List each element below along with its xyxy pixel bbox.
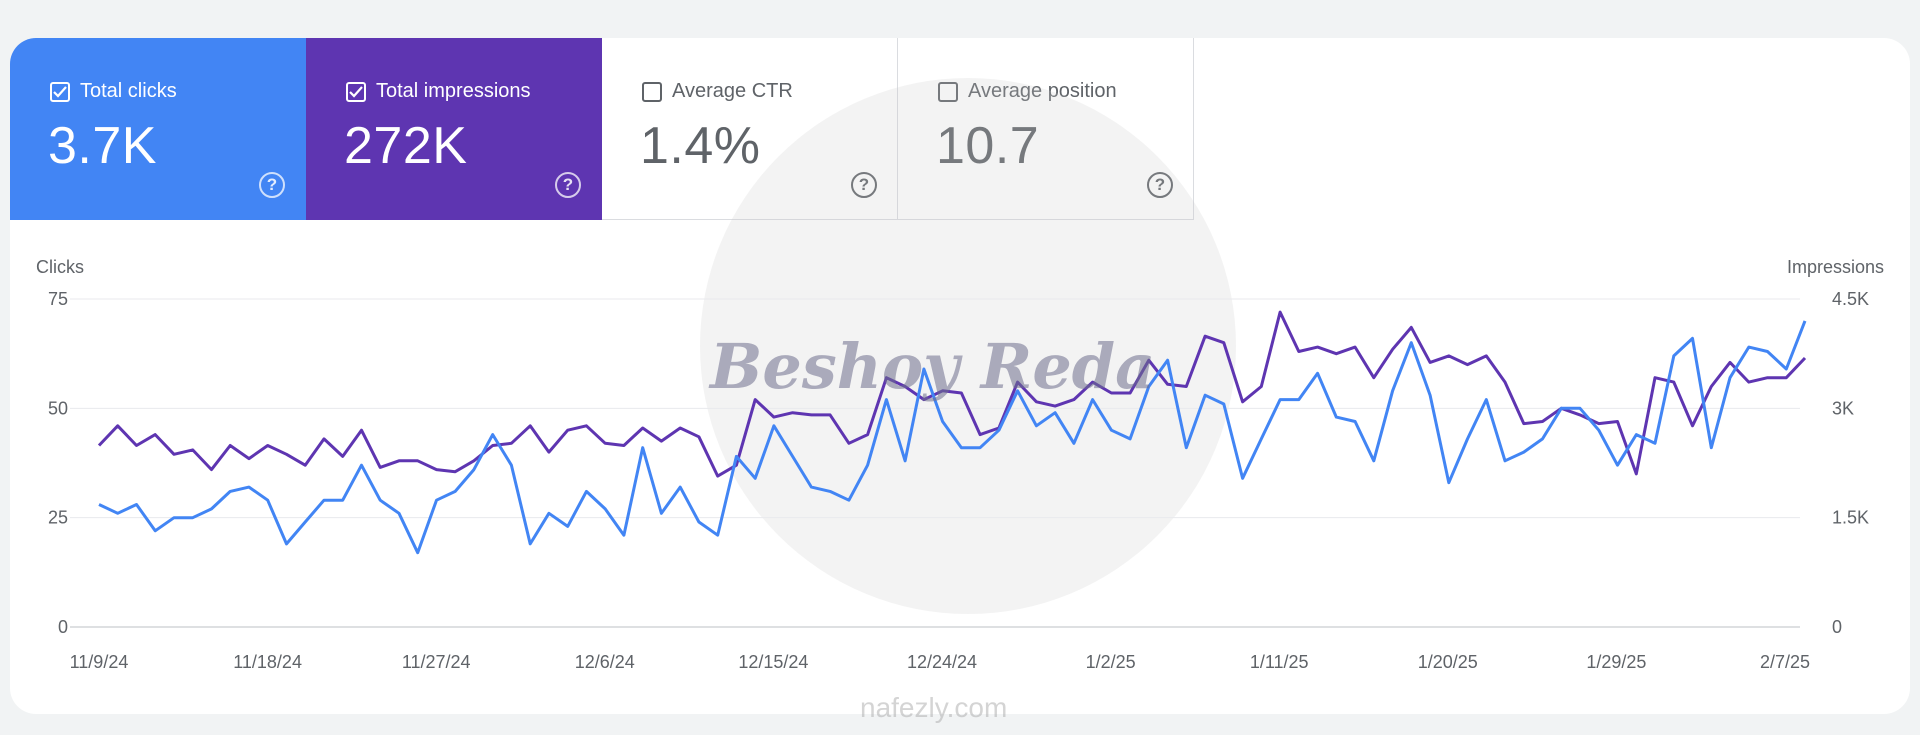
total-clicks-checkbox[interactable] <box>50 81 70 102</box>
total-impressions-checkbox[interactable] <box>346 81 366 102</box>
series-line-impressions <box>97 310 1807 478</box>
x-tick-label: 12/24/24 <box>907 652 977 672</box>
x-tick-label: 2/7/25 <box>1760 652 1810 672</box>
help-icon[interactable]: ? <box>555 172 581 198</box>
total-clicks-card[interactable]: Total clicks 3.7K ? <box>10 38 306 220</box>
average-ctr-value: 1.4% <box>640 117 761 175</box>
left-tick-label: 50 <box>48 398 68 418</box>
right-tick-label: 3K <box>1832 398 1854 418</box>
total-impressions-label: Total impressions <box>376 80 531 102</box>
right-tick-label: 1.5K <box>1832 508 1869 528</box>
x-tick-label: 11/27/24 <box>402 652 471 672</box>
right-tick-label: 0 <box>1832 617 1842 637</box>
x-tick-label: 11/9/24 <box>70 652 129 672</box>
average-ctr-checkbox[interactable] <box>642 81 662 102</box>
x-tick-label: 11/18/24 <box>233 652 302 672</box>
average-position-header: Average position <box>938 80 1117 103</box>
left-tick-label: 0 <box>58 617 68 637</box>
axis-labels: Clicks Impressions 0 0 25 1.5K 50 3K 75 4.5K 11/9/… <box>36 257 1884 672</box>
gridlines <box>70 298 1800 628</box>
total-impressions-header: Total impressions <box>346 80 531 103</box>
x-tick-label: 1/11/25 <box>1250 652 1309 672</box>
left-tick-label: 75 <box>48 289 68 309</box>
right-tick-label: 4.5K <box>1832 289 1869 309</box>
total-clicks-header: Total clicks <box>50 80 177 103</box>
x-tick-label: 12/6/24 <box>575 652 635 672</box>
average-ctr-card[interactable]: Average CTR 1.4% ? <box>602 38 898 220</box>
performance-panel: Total clicks 3.7K ? Total impressions 27… <box>10 38 1910 714</box>
x-tick-label: 1/2/25 <box>1086 652 1136 672</box>
left-axis-title: Clicks <box>36 257 84 277</box>
average-ctr-header: Average CTR <box>642 80 793 103</box>
metric-cards: Total clicks 3.7K ? Total impressions 27… <box>10 38 1194 220</box>
watermark-badge <box>700 78 1236 614</box>
total-impressions-card[interactable]: Total impressions 272K ? <box>306 38 602 220</box>
average-position-label: Average position <box>968 80 1117 103</box>
series-line-clicks <box>98 320 1807 555</box>
watermark-site: nafezly.com <box>860 692 1008 723</box>
x-tick-label: 1/29/25 <box>1586 652 1646 672</box>
x-tick-label: 12/15/24 <box>738 652 808 672</box>
total-clicks-value: 3.7K <box>48 117 157 175</box>
total-clicks-label: Total clicks <box>80 80 177 102</box>
right-axis-title: Impressions <box>1787 257 1884 277</box>
average-position-card[interactable]: Average position 10.7 ? <box>898 38 1194 220</box>
average-ctr-label: Average CTR <box>672 80 793 102</box>
watermark-name: Beshoy Reda <box>710 330 1156 403</box>
total-impressions-value: 272K <box>344 117 468 175</box>
help-icon[interactable]: ? <box>851 172 877 198</box>
performance-chart: Clicks Impressions 0 0 25 1.5K 50 3K 75 4.5K 11/9/… <box>36 78 1884 672</box>
average-position-checkbox[interactable] <box>938 81 958 102</box>
series-lines <box>97 310 1807 555</box>
help-icon[interactable]: ? <box>1147 172 1173 198</box>
x-tick-label: 1/20/25 <box>1418 652 1478 672</box>
checkmark-icon <box>349 85 363 98</box>
checkmark-icon <box>53 85 67 98</box>
average-position-value: 10.7 <box>936 116 1039 176</box>
help-icon[interactable]: ? <box>259 172 285 198</box>
left-tick-label: 25 <box>48 508 68 528</box>
